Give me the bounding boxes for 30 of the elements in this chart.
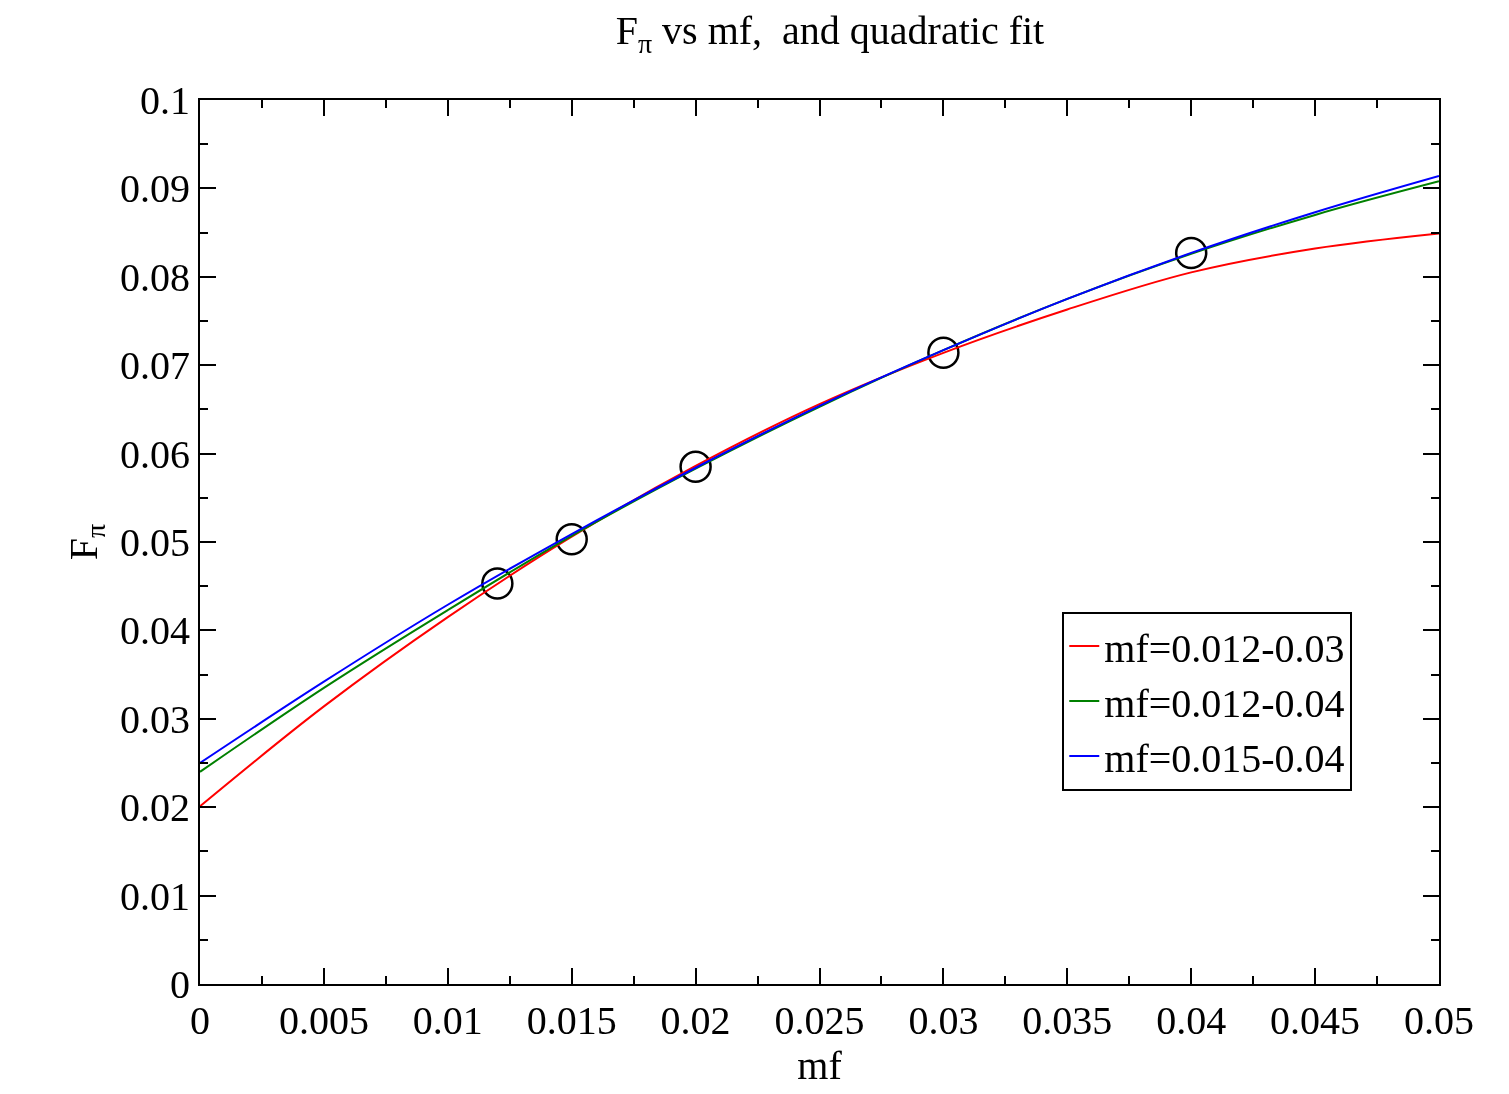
x-axis-title: mf [797, 1043, 843, 1088]
x-tick-label: 0.02 [660, 998, 731, 1043]
legend-label: mf=0.012-0.03 [1104, 625, 1345, 671]
legend-label: mf=0.015-0.04 [1104, 735, 1345, 781]
y-tick-label: 0.09 [120, 166, 190, 212]
legend-label: mf=0.012-0.04 [1104, 680, 1345, 726]
x-tick-label: 0.035 [1022, 998, 1113, 1043]
y-tick-label: 0.06 [120, 431, 190, 477]
point [927, 336, 960, 370]
y-tick-label: 0.1 [140, 78, 190, 123]
y-tick-label: 0.08 [120, 254, 190, 300]
x-tick-label: 0.045 [1270, 998, 1361, 1043]
y-tick-label: 0 [170, 962, 190, 1007]
x-tick-label: 0.04 [1156, 998, 1227, 1043]
x-tick-label: 0.005 [278, 998, 369, 1043]
x-tick-label: 0.03 [908, 998, 979, 1043]
y-tick-label: 0.05 [120, 520, 190, 565]
y-tick-label: 0.02 [120, 785, 190, 831]
x-tick-label: 0.01 [412, 998, 483, 1043]
y-tick-label: 0.04 [120, 608, 190, 654]
point [679, 450, 712, 484]
chart-title: F$_{π}$ vs mf, and quadratic fit [615, 8, 1045, 59]
x-tick-label: 0.015 [526, 998, 617, 1043]
x-tick-label: 0.025 [774, 998, 865, 1043]
y-tick-label: 0.07 [120, 343, 190, 389]
x-tick-label: 0.05 [1404, 998, 1474, 1043]
point [555, 523, 588, 556]
point [1174, 236, 1208, 270]
y-tick-label: 0.01 [120, 873, 190, 919]
y-tick-label: 0.03 [120, 696, 190, 742]
